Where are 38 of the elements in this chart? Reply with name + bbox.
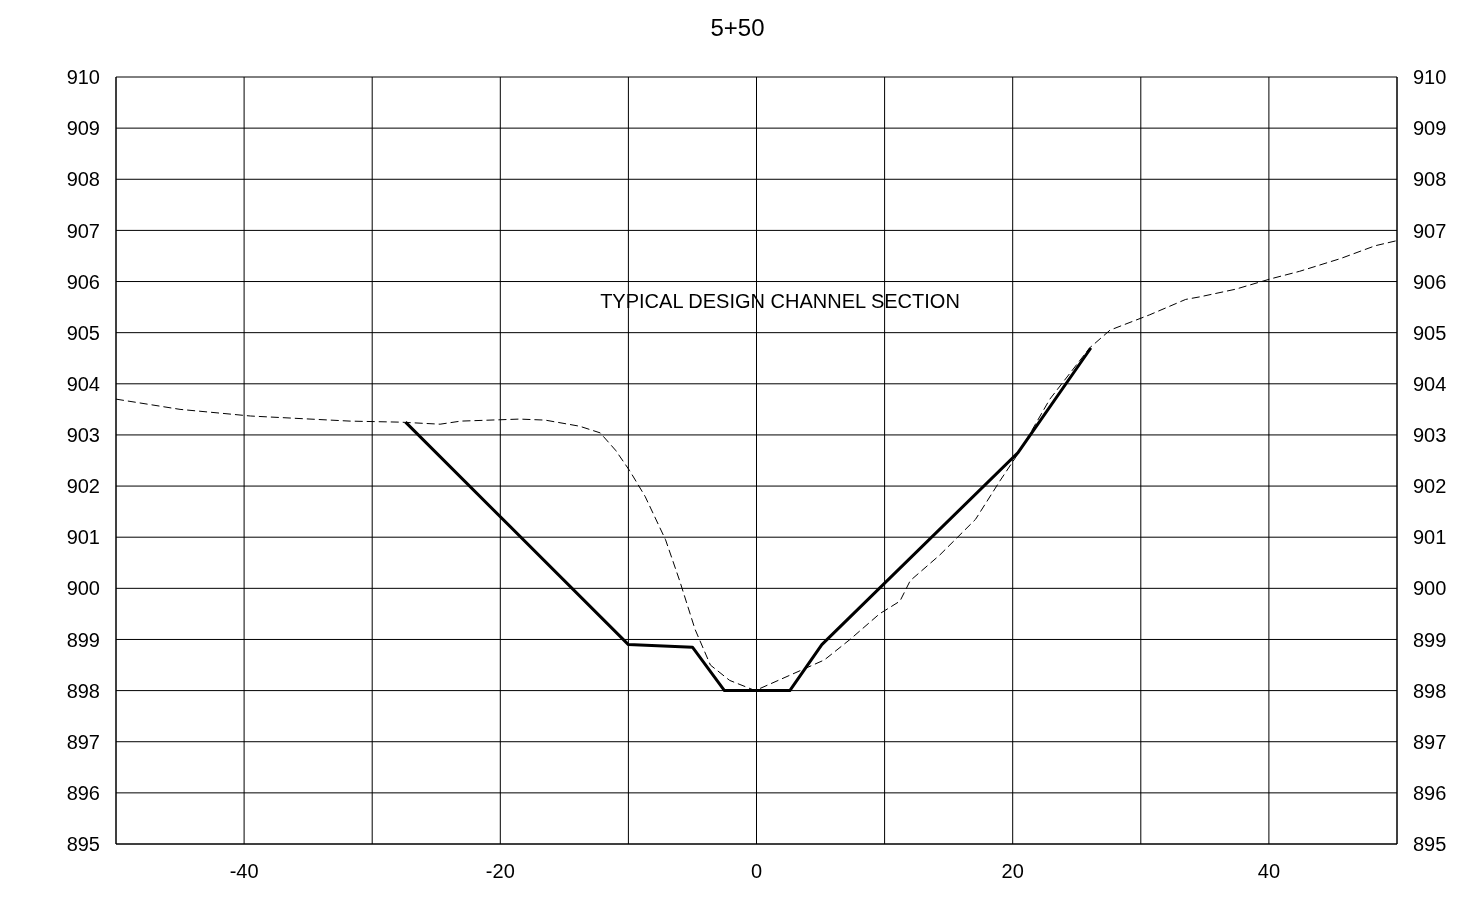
y-tick-label: 898	[66, 679, 100, 702]
y2-tick-label: 908	[1413, 168, 1447, 191]
y2-tick-label: 901	[1413, 526, 1447, 549]
x-tick-label: 40	[1257, 860, 1281, 883]
y2-tick-label: 909	[1413, 117, 1447, 140]
y2-tick-label: 903	[1413, 424, 1447, 447]
y-tick-label: 909	[66, 117, 100, 140]
x-tick-label: 0	[750, 860, 763, 883]
chart-title: 5+50	[709, 14, 766, 42]
y2-tick-label: 896	[1413, 781, 1447, 804]
x-tick-label: -40	[229, 860, 259, 883]
y2-tick-label: 907	[1413, 219, 1447, 242]
y2-tick-label: 899	[1413, 628, 1447, 651]
y-tick-label: 906	[66, 270, 100, 293]
y2-tick-label: 902	[1413, 475, 1447, 498]
y-tick-label: 896	[66, 781, 100, 804]
x-tick-label: 20	[1001, 860, 1024, 883]
y2-tick-label: 897	[1413, 730, 1447, 753]
x-tick-label: -20	[485, 860, 515, 883]
y-tick-label: 910	[66, 66, 100, 89]
y2-tick-label: 904	[1413, 372, 1447, 395]
y2-tick-label: 900	[1413, 577, 1447, 600]
y2-tick-label: 905	[1413, 321, 1447, 344]
y2-tick-label: 910	[1413, 66, 1447, 89]
y-tick-label: 901	[66, 526, 100, 549]
y-tick-label: 902	[66, 475, 100, 498]
y-tick-label: 895	[66, 833, 100, 856]
y-tick-label: 907	[66, 219, 100, 242]
y2-tick-label: 895	[1413, 833, 1447, 856]
y-tick-label: 903	[66, 424, 100, 447]
y-tick-label: 897	[66, 730, 100, 753]
y-tick-label: 905	[66, 321, 100, 344]
y2-tick-label: 906	[1413, 270, 1447, 293]
y-tick-label: 900	[66, 577, 100, 600]
y-tick-label: 899	[66, 628, 100, 651]
y-tick-label: 904	[66, 372, 100, 395]
y-tick-label: 908	[66, 168, 100, 191]
y2-tick-label: 898	[1413, 679, 1447, 702]
